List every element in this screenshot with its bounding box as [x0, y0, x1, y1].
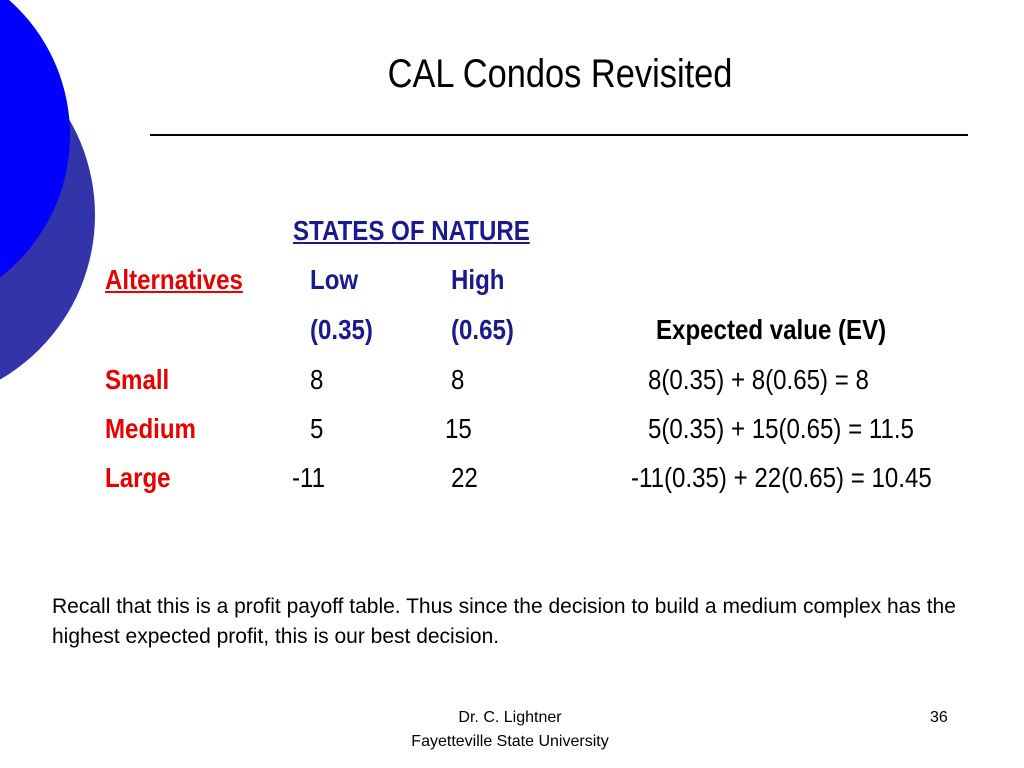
medium-low-value: 5 — [310, 413, 324, 444]
footer-institution: Fayetteville State University — [411, 733, 609, 750]
state-low-probability: (0.35) — [310, 314, 373, 345]
decorative-circles — [0, 0, 95, 380]
large-low-value: -11 — [292, 462, 326, 493]
small-low-value: 8 — [310, 364, 324, 395]
medium-ev-formula: 5(0.35) + 15(0.65) = 11.5 — [648, 413, 914, 444]
footer-credit: Dr. C. Lightner Fayetteville State Unive… — [340, 706, 680, 754]
footer-author: Dr. C. Lightner — [458, 709, 562, 726]
medium-high-value: 15 — [445, 413, 472, 444]
state-low-label: Low — [310, 264, 359, 295]
recall-note: Recall that this is a profit payoff tabl… — [52, 595, 956, 648]
state-high-label: High — [451, 264, 505, 295]
expected-value-header: Expected value (EV) — [656, 314, 887, 345]
slide-title: CAL Condos Revisited — [387, 52, 733, 96]
row-label-medium: Medium — [105, 413, 196, 444]
small-ev-formula: 8(0.35) + 8(0.65) = 8 — [648, 364, 869, 395]
large-ev-formula: -11(0.35) + 22(0.65) = 10.45 — [631, 462, 932, 493]
alternatives-header: Alternatives — [105, 264, 243, 295]
state-high-probability: (0.65) — [451, 314, 514, 345]
page-number: 36 — [930, 709, 948, 726]
large-high-value: 22 — [451, 462, 478, 493]
small-high-value: 8 — [451, 364, 465, 395]
row-label-large: Large — [105, 462, 171, 493]
title-divider — [150, 134, 968, 136]
states-of-nature-header: STATES OF NATURE — [293, 215, 530, 246]
front-circle — [0, 0, 70, 278]
row-label-small: Small — [105, 364, 170, 395]
